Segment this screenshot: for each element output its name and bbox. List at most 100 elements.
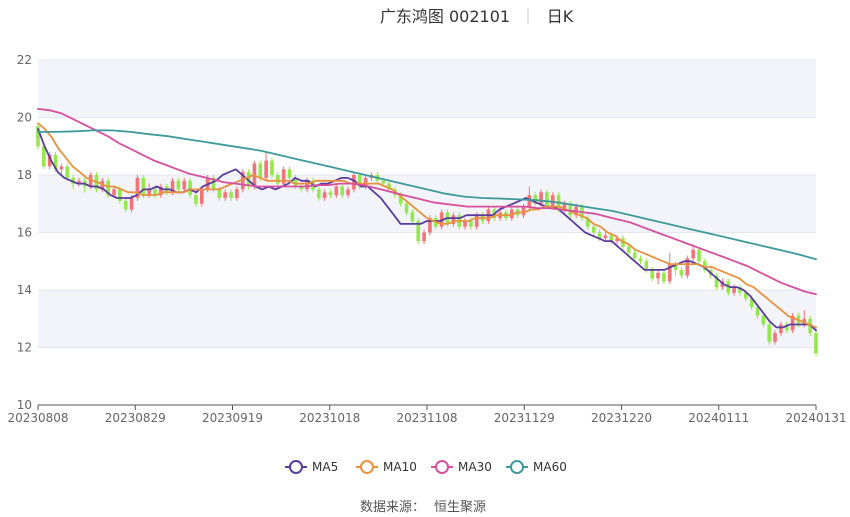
legend-label: MA10 (383, 460, 417, 474)
plot-band (38, 290, 816, 348)
candle-body (217, 189, 222, 198)
candle-body (550, 195, 555, 207)
x-tick-label: 20231129 (494, 411, 555, 425)
candle-body (211, 177, 216, 190)
candle (328, 189, 333, 198)
candle (697, 246, 701, 265)
candle-body (673, 264, 678, 270)
candle (352, 172, 356, 193)
candle-body (293, 177, 298, 187)
candle-body (287, 169, 292, 178)
legend-item-ma10[interactable]: MA10 (356, 460, 417, 474)
candle-body (638, 258, 643, 262)
legend-label: MA60 (533, 460, 567, 474)
candle-body (568, 203, 573, 216)
candle (77, 177, 81, 187)
candle (691, 244, 695, 262)
candle-body (363, 177, 368, 187)
candle-body (656, 272, 660, 279)
x-tick-label: 20231018 (299, 411, 360, 425)
candle-body (334, 186, 339, 196)
candle (656, 269, 660, 285)
candle (287, 166, 292, 181)
candle-body (749, 298, 754, 308)
candle (316, 186, 321, 201)
candle (47, 152, 52, 170)
candle (141, 175, 146, 198)
candle-body (112, 189, 116, 196)
series-line-ma5 (37, 128, 817, 332)
candle-body (743, 292, 748, 299)
candle-body (53, 154, 58, 170)
legend-marker (360, 460, 374, 474)
candle-body (123, 200, 128, 210)
candle-body (59, 166, 64, 170)
candle-body (767, 324, 772, 342)
candle-body (299, 186, 304, 190)
candle (36, 123, 40, 150)
y-tick-label: 14 (17, 283, 32, 297)
plot-band (38, 175, 816, 233)
candle-body (586, 218, 590, 227)
candle-body (170, 180, 175, 193)
chart-subtitle-text: 日K (547, 7, 574, 26)
candle-body (597, 232, 602, 239)
candle-body (662, 272, 666, 282)
candle (422, 229, 426, 244)
candle-body (381, 180, 385, 184)
candle-body (229, 192, 233, 198)
candle-body (258, 163, 263, 178)
candle-body (814, 333, 818, 354)
candle (387, 180, 391, 193)
y-tick-label: 22 (17, 53, 32, 67)
legend-item-ma60[interactable]: MA60 (506, 460, 567, 474)
candle-body (106, 180, 111, 196)
series-line-ma60 (37, 129, 817, 261)
y-tick-label: 16 (17, 226, 32, 240)
legend-item-ma30[interactable]: MA30 (431, 460, 492, 474)
candle-body (147, 189, 151, 196)
candle-body (328, 192, 333, 196)
candle (784, 321, 789, 334)
candle-body (276, 175, 280, 184)
candle (65, 163, 70, 181)
candle (416, 218, 421, 244)
candle-body (697, 249, 701, 262)
candle-body (223, 192, 228, 198)
chart-title-text: 广东鸿图 002101 (380, 7, 510, 26)
candle (334, 183, 339, 198)
candle (603, 232, 608, 242)
y-axis: 10 12 14 16 18 20 22 (17, 53, 32, 412)
candle (738, 284, 742, 296)
candle (281, 166, 286, 187)
candle-body (422, 232, 426, 242)
candle (767, 321, 772, 345)
candle-body (270, 160, 274, 175)
candle (159, 183, 163, 198)
candle-body (416, 221, 421, 242)
candle-body (404, 203, 409, 213)
candle-body (42, 146, 46, 167)
candle-body (410, 212, 415, 221)
legend-item-ma5[interactable]: MA5 (285, 460, 338, 474)
candle (123, 198, 128, 213)
candle-body (703, 261, 707, 270)
candle-body (235, 189, 239, 198)
candle-body (691, 249, 695, 259)
candle (223, 189, 228, 201)
candle-body (340, 186, 344, 196)
candle (264, 152, 268, 181)
legend-marker (289, 460, 303, 474)
candle (527, 186, 532, 210)
candle-body (141, 177, 146, 196)
candle (463, 218, 467, 230)
candle (135, 175, 140, 201)
candle (299, 183, 304, 193)
candle-body (591, 226, 596, 233)
candle-body (784, 324, 789, 331)
candle-body (650, 269, 655, 279)
candle-body (47, 154, 52, 167)
candle-body (36, 126, 40, 147)
data-source: 数据来源： 恒生聚源 (360, 500, 486, 515)
